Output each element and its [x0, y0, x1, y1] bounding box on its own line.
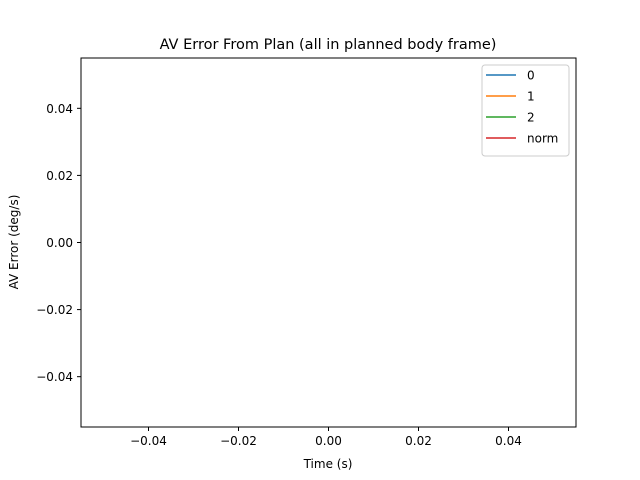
legend-label: 2 — [527, 111, 535, 125]
x-tick-label: 0.02 — [405, 434, 432, 448]
chart-title: AV Error From Plan (all in planned body … — [160, 37, 497, 53]
y-tick-label: 0.04 — [46, 102, 73, 116]
x-tick-label: −0.02 — [220, 434, 257, 448]
x-tick-label: −0.04 — [130, 434, 167, 448]
x-axis-ticks: −0.04 −0.02 0.00 0.02 0.04 — [130, 427, 522, 448]
y-tick-label: −0.04 — [36, 370, 73, 384]
y-tick-label: −0.02 — [36, 303, 73, 317]
legend-label: norm — [527, 132, 558, 146]
legend-box — [481, 64, 570, 157]
legend-label: 0 — [527, 69, 535, 83]
x-tick-label: 0.00 — [315, 434, 342, 448]
y-axis-label: AV Error (deg/s) — [7, 195, 21, 290]
y-tick-label: 0.00 — [46, 236, 73, 250]
x-tick-label: 0.04 — [495, 434, 522, 448]
legend: 0 1 2 norm — [481, 64, 570, 157]
legend-label: 1 — [527, 90, 535, 104]
x-axis-label: Time (s) — [303, 457, 353, 471]
y-tick-label: 0.02 — [46, 169, 73, 183]
y-axis-ticks: −0.04 −0.02 0.00 0.02 0.04 — [36, 102, 81, 384]
